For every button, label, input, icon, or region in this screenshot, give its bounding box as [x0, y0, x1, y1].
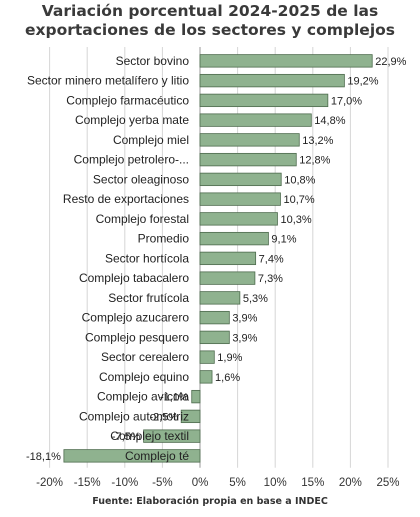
category-label: Sector hortícola [105, 251, 189, 265]
category-label: Resto de exportaciones [63, 192, 189, 206]
bar [199, 251, 257, 266]
value-label: 1,6% [215, 372, 240, 384]
category-label: Sector minero metalífero y litio [27, 74, 189, 88]
chart-title-line-1: Variación porcentual 2024-2025 de las [41, 2, 379, 20]
x-tick-label: 5% [229, 477, 246, 489]
bar-chart: Sector bovino 22,9% Sector minero metalífe… [26, 47, 407, 489]
category-label: Complejo miel [113, 133, 189, 147]
value-label: 1,9% [217, 352, 242, 364]
bar [63, 449, 201, 463]
x-tick-label: -15% [74, 477, 101, 489]
x-tick-label: -20% [36, 477, 63, 489]
value-label: 9,1% [271, 234, 296, 246]
bar [199, 212, 278, 226]
bar [180, 409, 201, 424]
x-tick-label: 25% [376, 477, 399, 489]
category-label: Complejo avícola [97, 390, 189, 404]
value-label: 3,9% [232, 313, 257, 325]
x-tick-label: -10% [111, 477, 138, 489]
bar [199, 172, 282, 187]
category-label: Complejo té [125, 449, 189, 463]
bar [191, 389, 201, 404]
category-label: Complejo azucarero [82, 311, 190, 325]
value-label: 12,8% [299, 155, 330, 167]
bar [199, 133, 300, 147]
source-note: Fuente: Elaboración propia en base a IND… [92, 496, 328, 507]
x-tick-label: 15% [301, 477, 324, 489]
bar [199, 54, 373, 68]
value-label: -7,5% [112, 431, 141, 443]
value-label: 13,2% [302, 135, 333, 147]
x-tick-label: -5% [152, 477, 172, 489]
bars [63, 54, 373, 463]
category-label: Complejo yerba mate [75, 113, 189, 127]
category-label: Complejo petrolero-... [74, 153, 189, 167]
value-label: 17,0% [331, 95, 362, 107]
x-tick-labels: -20% -15% -10% -5% 0% 5% 10% 15% 20% 25% [36, 477, 399, 489]
value-label: 7,4% [259, 253, 284, 265]
bar [199, 73, 345, 88]
category-label: Complejo pesquero [85, 330, 189, 344]
bar [199, 192, 281, 206]
value-label: 10,8% [284, 174, 315, 186]
value-label: 5,3% [243, 293, 268, 305]
category-label: Sector frutícola [108, 291, 189, 305]
labels: Sector bovino 22,9% Sector minero metalífe… [26, 54, 407, 463]
value-label: 7,3% [258, 273, 283, 285]
value-label: 10,3% [280, 214, 311, 226]
value-label: -1,1% [160, 392, 189, 404]
category-label: Complejo farmacéutico [66, 93, 189, 107]
bar [199, 93, 329, 108]
bar [143, 429, 201, 443]
bar [199, 310, 230, 325]
bar [199, 231, 269, 246]
value-label: -2,5% [149, 411, 178, 423]
value-label: 3,9% [232, 332, 257, 344]
category-label: Complejo automotriz [79, 409, 189, 423]
bar [199, 152, 297, 167]
bar [199, 350, 215, 364]
bar [199, 370, 213, 384]
x-tick-label: 10% [264, 477, 287, 489]
category-label: Sector bovino [116, 54, 190, 68]
bar [199, 291, 241, 305]
bar [199, 113, 312, 127]
x-tick-label: 0% [192, 477, 209, 489]
value-label: 14,8% [314, 115, 345, 127]
bar [199, 330, 230, 345]
value-label: 22,9% [375, 56, 406, 68]
value-label: 19,2% [347, 76, 378, 88]
x-tick-label: 20% [339, 477, 362, 489]
category-label: Promedio [138, 232, 190, 246]
category-label: Sector oleaginoso [93, 172, 189, 186]
category-label: Complejo equino [99, 370, 189, 384]
category-label: Complejo textil [110, 429, 189, 443]
chart-title-line-2: exportaciones de los sectores y complejo… [24, 21, 396, 39]
chart-title: Variación porcentual 2024-2025 de las ex… [0, 2, 420, 40]
category-label: Complejo forestal [96, 212, 189, 226]
bar [199, 271, 256, 285]
grid-lines [49, 47, 389, 468]
category-label: Complejo tabacalero [79, 271, 189, 285]
category-label: Sector cerealero [101, 350, 189, 364]
value-label: -18,1% [26, 451, 61, 463]
value-label: 10,7% [283, 194, 314, 206]
